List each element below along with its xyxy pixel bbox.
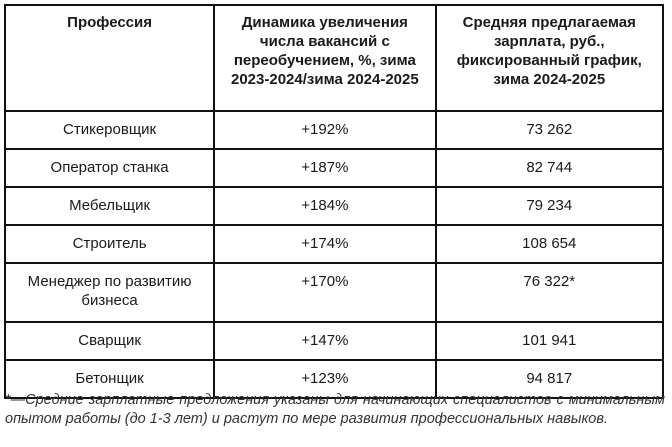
table-row: Строитель +174% 108 654 (3, 224, 665, 264)
header-growth: Динамика увеличения числа вакансий с пер… (213, 4, 437, 112)
cell-profession: Бетонщик (3, 359, 216, 399)
table-row: Менеджер по развитию бизнеса +170% 76 32… (3, 262, 665, 323)
cell-growth: +184% (213, 186, 437, 226)
cell-growth: +174% (213, 224, 437, 264)
cell-profession: Мебельщик (3, 186, 216, 226)
cell-profession: Стикеровщик (3, 110, 216, 150)
cell-growth: +187% (213, 148, 437, 188)
vacancies-table: Профессия Динамика увеличения числа вака… (3, 4, 665, 399)
header-row: Профессия Динамика увеличения числа вака… (3, 4, 665, 112)
cell-salary: 79 234 (434, 186, 665, 226)
cell-salary: 73 262 (434, 110, 665, 150)
table-row: Оператор станка +187% 82 744 (3, 148, 665, 188)
cell-profession: Строитель (3, 224, 216, 264)
cell-growth: +170% (213, 262, 437, 323)
cell-profession: Оператор станка (3, 148, 216, 188)
header-profession: Профессия (3, 4, 216, 112)
cell-salary: 82 744 (434, 148, 665, 188)
cell-salary: 108 654 (434, 224, 665, 264)
table-row: Сварщик +147% 101 941 (3, 321, 665, 361)
cell-salary: 76 322* (434, 262, 665, 323)
cell-growth: +123% (213, 359, 437, 399)
table-row: Стикеровщик +192% 73 262 (3, 110, 665, 150)
cell-profession: Сварщик (3, 321, 216, 361)
cell-profession: Менеджер по развитию бизнеса (3, 262, 216, 323)
cell-growth: +147% (213, 321, 437, 361)
table-row: Бетонщик +123% 94 817 (3, 359, 665, 399)
cell-salary: 101 941 (434, 321, 665, 361)
header-salary: Средняя предлагаемая зарплата, руб., фик… (434, 4, 665, 112)
cell-growth: +192% (213, 110, 437, 150)
cell-salary: 94 817 (434, 359, 665, 399)
table-row: Мебельщик +184% 79 234 (3, 186, 665, 226)
footnote: *—Средние зарплатные предложения указаны… (5, 392, 665, 427)
